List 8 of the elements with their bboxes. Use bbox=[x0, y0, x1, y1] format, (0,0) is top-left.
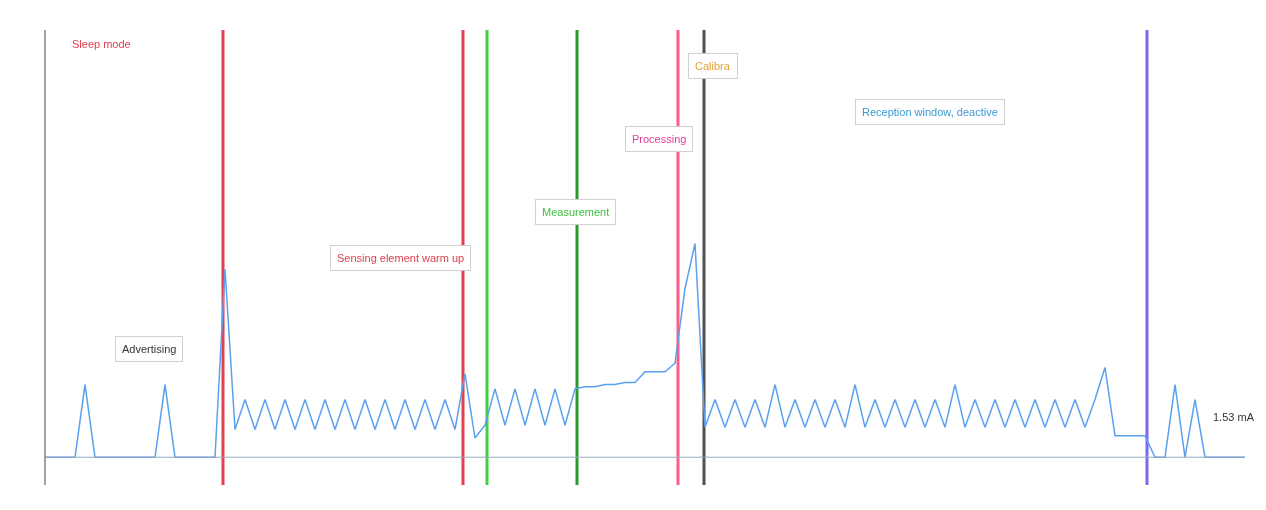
text: Measurement bbox=[542, 206, 610, 218]
text: Processing bbox=[632, 133, 687, 145]
annotation: 1.53 mA bbox=[1213, 411, 1255, 423]
annotation: Sensing element warm up bbox=[337, 252, 465, 264]
text: Sleep mode bbox=[72, 38, 131, 50]
annotation: Advertising bbox=[122, 343, 177, 355]
text: Reception window, deactive bbox=[862, 106, 998, 118]
text: Calibra bbox=[695, 60, 731, 72]
